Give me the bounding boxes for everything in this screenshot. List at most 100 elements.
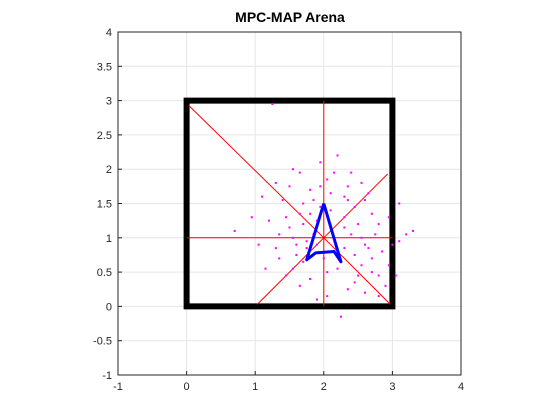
particle	[302, 223, 305, 226]
particle	[315, 298, 318, 301]
particle	[319, 185, 322, 188]
particle	[233, 229, 236, 232]
particle	[370, 257, 373, 260]
particle	[381, 250, 384, 253]
x-tick-label: 1	[252, 381, 258, 393]
particle	[350, 233, 353, 236]
particle	[264, 267, 267, 270]
particle	[360, 264, 363, 267]
particle	[374, 233, 377, 236]
particle	[309, 277, 312, 280]
particle	[360, 236, 363, 239]
x-tick-label: 3	[389, 381, 395, 393]
particle	[288, 185, 291, 188]
particle	[274, 247, 277, 250]
particle	[350, 171, 353, 174]
particle	[291, 168, 294, 171]
y-tick-label: 3	[106, 96, 112, 108]
particle	[336, 154, 339, 157]
x-tick-label: 2	[321, 381, 327, 393]
particle	[363, 291, 366, 294]
particle	[336, 267, 339, 270]
particle	[295, 253, 298, 256]
particle	[291, 236, 294, 239]
particle	[353, 205, 356, 208]
chart-title: MPC-MAP Arena	[235, 9, 345, 25]
lidar-ray	[188, 105, 325, 239]
particle	[281, 199, 284, 202]
particle	[291, 267, 294, 270]
particle	[398, 202, 401, 205]
lidar-ray	[323, 173, 388, 239]
particle	[346, 199, 349, 202]
particle	[326, 295, 329, 298]
particle	[367, 192, 370, 195]
particle	[387, 216, 390, 219]
ticks: -1 0 1 2 3 4 -1 -0.5 0 0.5 1 1.5 2 2.5 3 3.5 4	[93, 27, 464, 393]
x-tick-label: 4	[458, 381, 464, 393]
particle	[384, 284, 387, 287]
x-tick-label: -1	[113, 381, 123, 393]
particle	[346, 288, 349, 291]
particle	[261, 195, 264, 198]
particle	[305, 240, 308, 243]
particle	[278, 233, 281, 236]
particle	[343, 216, 346, 219]
particle	[305, 247, 308, 250]
particle	[288, 226, 291, 229]
particle	[315, 243, 318, 246]
particle	[343, 247, 346, 250]
particle	[309, 188, 312, 191]
y-tick-label: 4	[106, 27, 112, 39]
x-tick-label: 0	[184, 381, 190, 393]
particle	[312, 199, 315, 202]
robot	[305, 203, 343, 264]
lidar-ray	[256, 237, 325, 305]
particle	[387, 264, 390, 267]
particle	[357, 274, 360, 277]
particles	[233, 103, 414, 318]
particle	[353, 281, 356, 284]
particle	[343, 226, 346, 229]
particle	[329, 209, 332, 212]
particle	[315, 219, 318, 222]
y-tick-label: 2	[106, 164, 112, 176]
particle	[360, 181, 363, 184]
y-tick-label: 0.5	[97, 267, 112, 279]
y-tick-label: 0	[106, 301, 112, 313]
particle	[367, 247, 370, 250]
y-tick-label: -0.5	[93, 336, 112, 348]
particle	[295, 243, 298, 246]
particle	[267, 219, 270, 222]
y-tick-label: 2.5	[97, 130, 112, 142]
particle	[329, 192, 332, 195]
particle	[346, 185, 349, 188]
particle	[343, 195, 346, 198]
particle	[333, 171, 336, 174]
y-tick-label: 1.5	[97, 199, 112, 211]
particle	[377, 274, 380, 277]
particle	[319, 161, 322, 164]
particle	[405, 233, 408, 236]
particle	[302, 202, 305, 205]
y-tick-label: -1	[102, 370, 112, 382]
particle	[339, 315, 342, 318]
particle	[274, 181, 277, 184]
particle	[278, 257, 281, 260]
robot-outline	[305, 203, 343, 264]
particle	[326, 271, 329, 274]
particle	[391, 243, 394, 246]
y-tick-label: 3.5	[97, 61, 112, 73]
particle	[377, 295, 380, 298]
particle	[250, 216, 253, 219]
particle	[357, 223, 360, 226]
particle	[326, 178, 329, 181]
particle	[298, 212, 301, 215]
particle	[370, 212, 373, 215]
y-tick-label: 1	[106, 233, 112, 245]
particle	[298, 284, 301, 287]
particle	[309, 212, 312, 215]
particle	[285, 274, 288, 277]
